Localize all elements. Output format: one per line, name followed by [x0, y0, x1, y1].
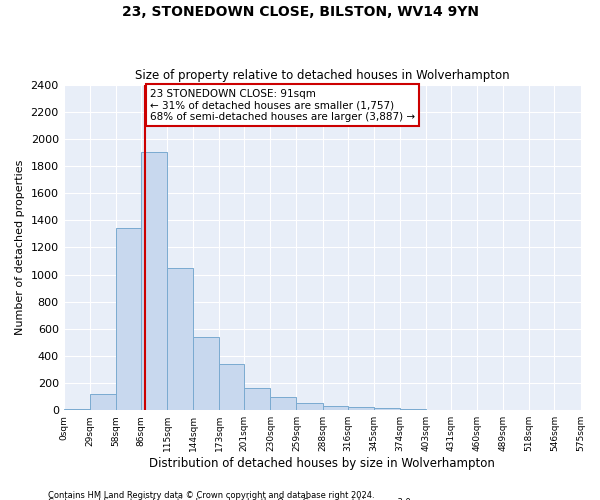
Bar: [219, 364, 244, 410]
Bar: [271, 396, 296, 410]
X-axis label: Distribution of detached houses by size in Wolverhampton: Distribution of detached houses by size …: [149, 457, 495, 470]
Bar: [167, 268, 193, 410]
Bar: [323, 406, 348, 410]
Text: Contains HM Land Registry data © Crown copyright and database right 2024.: Contains HM Land Registry data © Crown c…: [48, 490, 374, 500]
Bar: [64, 409, 90, 410]
Text: 23 STONEDOWN CLOSE: 91sqm
← 31% of detached houses are smaller (1,757)
68% of se: 23 STONEDOWN CLOSE: 91sqm ← 31% of detac…: [150, 88, 415, 122]
Bar: [193, 337, 219, 410]
Bar: [348, 408, 374, 410]
Text: Contains public sector information licensed under the Open Government Licence v3: Contains public sector information licen…: [48, 498, 413, 500]
Bar: [244, 388, 271, 410]
Bar: [296, 404, 323, 410]
Bar: [374, 408, 400, 410]
Bar: [400, 409, 426, 410]
Y-axis label: Number of detached properties: Number of detached properties: [15, 160, 25, 335]
Bar: [116, 228, 141, 410]
Bar: [90, 394, 116, 410]
Text: 23, STONEDOWN CLOSE, BILSTON, WV14 9YN: 23, STONEDOWN CLOSE, BILSTON, WV14 9YN: [121, 5, 479, 19]
Title: Size of property relative to detached houses in Wolverhampton: Size of property relative to detached ho…: [135, 69, 509, 82]
Bar: [141, 152, 167, 410]
